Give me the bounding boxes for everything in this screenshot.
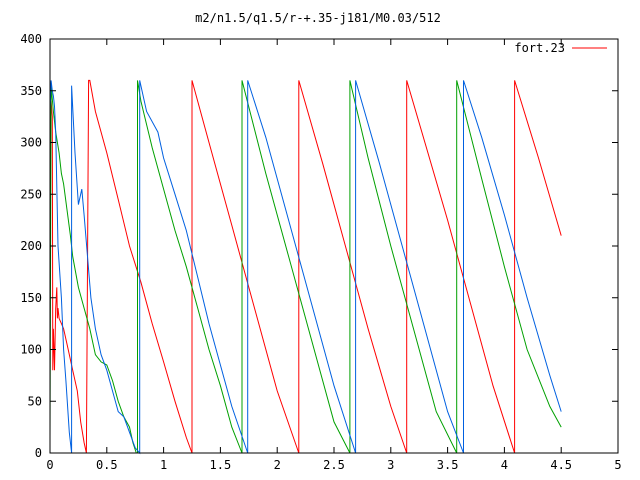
x-tick-label: 2: [274, 458, 281, 472]
y-tick-label: 0: [35, 446, 42, 460]
y-tick-label: 100: [20, 343, 42, 357]
y-tick-label: 400: [20, 32, 42, 46]
x-tick-label: 2.5: [323, 458, 345, 472]
legend: fort.23: [514, 41, 607, 55]
y-tick-label: 250: [20, 187, 42, 201]
plot-frame: [49, 38, 619, 454]
y-tick-label: 300: [20, 136, 42, 150]
x-tick-label: 3.5: [437, 458, 459, 472]
y-tick-label: 200: [20, 239, 42, 253]
x-tick-label: 1: [160, 458, 167, 472]
x-tick-label: 5: [614, 458, 621, 472]
x-tick-label: 3: [387, 458, 394, 472]
plot-area: [49, 79, 562, 455]
axes: 0 0.5 1 1.5 2 2.5 3 3.5 4 4.5 50501001502002503003…: [20, 32, 621, 472]
x-tick-label: 0: [46, 458, 53, 472]
series-line-1: [49, 79, 562, 454]
x-tick-label: 4: [501, 458, 508, 472]
chart-title: m2/n1.5/q1.5/r-+.35-j181/M0.03/512: [195, 11, 441, 25]
series-line-3: [49, 80, 562, 455]
y-tick-label: 50: [28, 394, 42, 408]
x-tick-label: 0.5: [96, 458, 118, 472]
series-line-2: [49, 80, 562, 454]
y-tick-label: 150: [20, 291, 42, 305]
y-tick-label: 350: [20, 84, 42, 98]
x-tick-label: 1.5: [210, 458, 232, 472]
x-tick-label: 4.5: [550, 458, 572, 472]
legend-label: fort.23: [514, 41, 565, 55]
